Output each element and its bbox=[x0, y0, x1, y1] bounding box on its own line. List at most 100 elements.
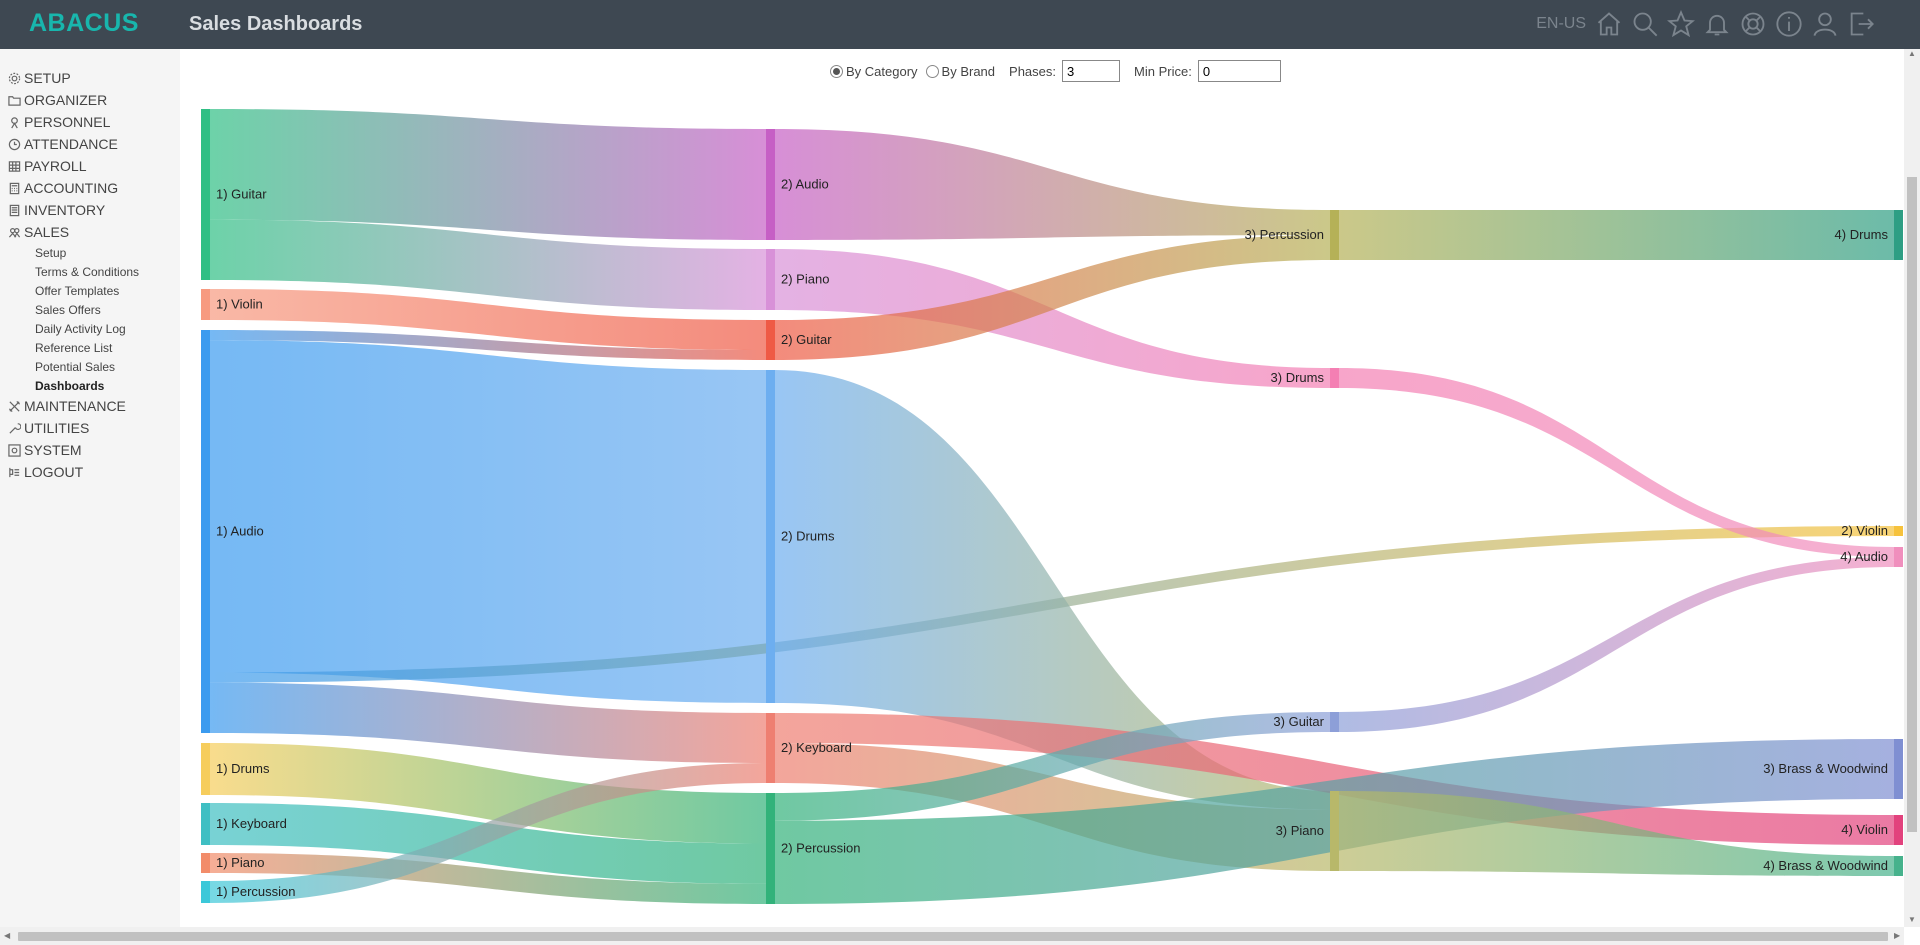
sankey-link-p2_piano-p3_drums[interactable] bbox=[775, 249, 1330, 388]
sidebar-sub-setup[interactable]: Setup bbox=[35, 245, 67, 260]
sankey-node-p2_percussion[interactable] bbox=[766, 793, 775, 904]
sankey-link-p3_percussion-p4_drums[interactable] bbox=[1339, 210, 1894, 260]
sankey-link-p1_guitar-p2_piano[interactable] bbox=[210, 219, 766, 310]
horizontal-scrollbar[interactable]: ◀ ▶ bbox=[0, 927, 1904, 945]
sankey-link-p1_piano-p2_percussion[interactable] bbox=[210, 853, 766, 904]
info-icon[interactable] bbox=[1774, 9, 1804, 39]
sankey-node-p3_piano[interactable] bbox=[1330, 791, 1339, 871]
help-icon[interactable] bbox=[1738, 9, 1768, 39]
sankey-node-p4_drums[interactable] bbox=[1894, 210, 1903, 260]
sankey-link-p1_audio-p2_keyboard[interactable] bbox=[210, 682, 766, 763]
sankey-label-p3_brass: 3) Brass & Woodwind bbox=[1763, 761, 1888, 776]
sankey-node-p1_keyboard[interactable] bbox=[201, 803, 210, 845]
sankey-link-p2_guitar-p3_percussion[interactable] bbox=[775, 235, 1330, 360]
sankey-link-p1_violin-p2_guitar[interactable] bbox=[210, 289, 766, 350]
sankey-link-p3_guitar-p4_audio[interactable] bbox=[1339, 557, 1894, 732]
sankey-node-p1_percussion[interactable] bbox=[201, 881, 210, 903]
sidebar-item-label: PAYROLL bbox=[24, 158, 87, 174]
home-icon[interactable] bbox=[1594, 9, 1624, 39]
sidebar-item-sales[interactable]: SALES bbox=[8, 221, 139, 243]
sankey-node-p2_audio[interactable] bbox=[766, 129, 775, 240]
sankey-node-p1_piano[interactable] bbox=[201, 853, 210, 873]
search-icon[interactable] bbox=[1630, 9, 1660, 39]
sankey-node-p2_violin[interactable] bbox=[1894, 526, 1903, 536]
star-icon[interactable] bbox=[1666, 9, 1696, 39]
sankey-node-p1_guitar[interactable] bbox=[201, 109, 210, 280]
sankey-node-p2_piano[interactable] bbox=[766, 249, 775, 310]
phases-input[interactable] bbox=[1062, 60, 1121, 82]
sankey-node-p3_drums[interactable] bbox=[1330, 368, 1339, 388]
horizontal-scroll-thumb[interactable] bbox=[18, 932, 1888, 941]
sidebar-item-logout[interactable]: LOGOUT bbox=[8, 461, 139, 483]
sidebar-sub-dashboards[interactable]: Dashboards bbox=[35, 378, 105, 393]
sidebar-item-maintenance[interactable]: MAINTENANCE bbox=[8, 395, 139, 417]
sidebar-sub-potential-sales[interactable]: Potential Sales bbox=[35, 359, 116, 374]
sankey-link-p2_keyboard-p4_violin[interactable] bbox=[775, 713, 1894, 845]
sidebar-sub-reference-list[interactable]: Reference List bbox=[35, 340, 113, 355]
sidebar-sub-terms-conditions[interactable]: Terms & Conditions bbox=[35, 264, 140, 279]
sankey-link-p1_drums-p2_percussion[interactable] bbox=[210, 743, 766, 844]
table-icon bbox=[8, 160, 21, 172]
sankey-node-p1_audio[interactable] bbox=[201, 330, 210, 733]
sidebar-item-system[interactable]: SYSTEM bbox=[8, 439, 139, 461]
vertical-scrollbar[interactable]: ▲ ▼ bbox=[1904, 49, 1920, 927]
person-icon bbox=[11, 116, 18, 128]
sankey-link-p3_piano-p4_brass[interactable] bbox=[1339, 791, 1894, 876]
sidebar-item-personnel[interactable]: PERSONNEL bbox=[8, 111, 139, 133]
by-brand-radio[interactable] bbox=[925, 64, 939, 78]
sidebar-sub-offer-templates[interactable]: Offer Templates bbox=[35, 283, 120, 298]
sankey-link-p2_drums-p3_piano[interactable] bbox=[775, 370, 1330, 810]
sankey-label-p2_piano: 2) Piano bbox=[781, 272, 829, 287]
sankey-link-p2_percussion-p3_guitar[interactable] bbox=[775, 712, 1330, 821]
sidebar-item-setup[interactable]: SETUP bbox=[8, 67, 139, 89]
sankey-link-p3_drums-p4_audio[interactable] bbox=[1339, 368, 1894, 557]
sankey-node-p1_violin[interactable] bbox=[201, 289, 210, 320]
sidebar-item-accounting[interactable]: ACCOUNTING bbox=[8, 177, 139, 199]
sidebar-item-label: ATTENDANCE bbox=[24, 136, 118, 152]
sankey-link-p1_percussion-p2_keyboard[interactable] bbox=[210, 763, 766, 903]
sankey-node-p3_percussion[interactable] bbox=[1330, 210, 1339, 260]
sankey-link-p1_audio-p2_drums[interactable] bbox=[210, 340, 766, 703]
by-category-label[interactable]: By Category bbox=[846, 63, 918, 79]
sankey-node-p4_audio[interactable] bbox=[1894, 547, 1903, 567]
user-icon[interactable] bbox=[1810, 9, 1840, 39]
language-selector[interactable]: EN-US bbox=[1536, 15, 1586, 32]
sankey-label-p2_violin: 2) Violin bbox=[1841, 523, 1888, 538]
brand-logo[interactable]: ABACUS bbox=[29, 9, 139, 37]
sankey-node-p2_guitar[interactable] bbox=[766, 320, 775, 360]
sidebar-item-payroll[interactable]: PAYROLL bbox=[8, 155, 139, 177]
by-brand-label[interactable]: By Brand bbox=[941, 63, 996, 79]
logout-small-icon bbox=[9, 467, 20, 477]
sankey-link-p1_guitar-p2_audio[interactable] bbox=[210, 109, 766, 240]
scroll-up-arrow[interactable]: ▲ bbox=[1908, 49, 1916, 58]
sankey-node-p2_drums[interactable] bbox=[766, 370, 775, 703]
vertical-scroll-thumb[interactable] bbox=[1907, 177, 1917, 832]
sankey-label-p2_audio: 2) Audio bbox=[781, 177, 829, 192]
chart-controls: By Category By Brand Phases: Min Price: bbox=[830, 58, 1281, 84]
min-price-label: Min Price: bbox=[1134, 63, 1192, 79]
scroll-left-arrow[interactable]: ◀ bbox=[4, 931, 11, 940]
min-price-input[interactable] bbox=[1197, 60, 1281, 82]
sankey-node-p3_guitar[interactable] bbox=[1330, 712, 1339, 732]
sankey-node-p4_brass[interactable] bbox=[1894, 856, 1903, 876]
bell-icon[interactable] bbox=[1702, 9, 1732, 39]
by-category-radio[interactable] bbox=[830, 64, 843, 78]
sankey-link-p1_keyboard-p2_percussion[interactable] bbox=[210, 803, 766, 884]
sidebar-sub-sales-offers[interactable]: Sales Offers bbox=[35, 302, 101, 317]
sankey-node-p4_violin[interactable] bbox=[1894, 815, 1903, 845]
sankey-link-p1_audio-p2_guitar[interactable] bbox=[210, 330, 766, 360]
calculator-icon bbox=[9, 182, 20, 194]
sankey-node-p1_drums[interactable] bbox=[201, 743, 210, 795]
logout-icon[interactable] bbox=[1846, 9, 1876, 39]
sidebar-sub-daily-activity-log[interactable]: Daily Activity Log bbox=[35, 321, 126, 336]
sidebar-menu: SETUP ORGANIZER PERSONNEL ATTENDANCE PAY… bbox=[8, 67, 139, 483]
scroll-right-arrow[interactable]: ▶ bbox=[1894, 931, 1901, 940]
sidebar-item-utilities[interactable]: UTILITIES bbox=[8, 417, 139, 439]
sidebar-item-attendance[interactable]: ATTENDANCE bbox=[8, 133, 139, 155]
sankey-node-p3_brass[interactable] bbox=[1894, 739, 1903, 799]
scroll-down-arrow[interactable]: ▼ bbox=[1908, 915, 1916, 924]
sidebar-item-inventory[interactable]: INVENTORY bbox=[8, 199, 139, 221]
sankey-link-p2_audio-p3_percussion[interactable] bbox=[775, 129, 1330, 240]
sidebar-item-organizer[interactable]: ORGANIZER bbox=[8, 89, 139, 111]
sankey-node-p2_keyboard[interactable] bbox=[766, 713, 775, 783]
